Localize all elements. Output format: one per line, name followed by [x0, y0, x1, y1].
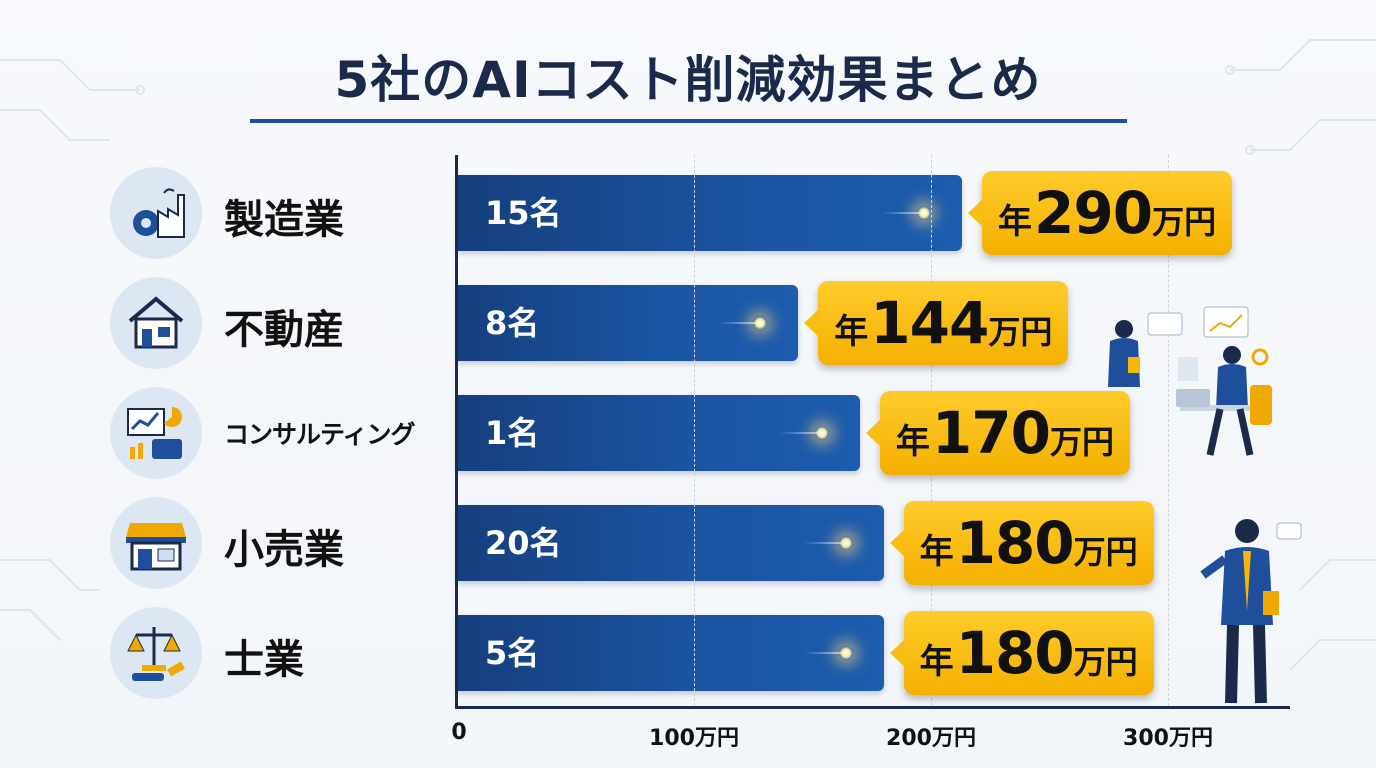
value-label: 144	[870, 289, 989, 357]
value-unit: 万円	[988, 313, 1053, 351]
glow-point	[917, 206, 931, 220]
value-callout: 年 170 万円	[865, 391, 1130, 475]
value-label: 180	[955, 509, 1075, 577]
x-tick-label: 100万円	[649, 726, 739, 751]
office-worker-illustration	[1108, 306, 1272, 456]
x-tick-label: 200万円	[886, 726, 976, 751]
gridline	[1168, 155, 1169, 706]
value-unit: 万円	[1073, 533, 1138, 571]
house-icon	[110, 277, 202, 369]
presenter-illustration	[1200, 519, 1302, 704]
value-prefix: 年	[998, 202, 1032, 242]
title-underline	[250, 119, 1127, 123]
value-unit: 万円	[1152, 203, 1217, 241]
glow-point	[838, 646, 853, 660]
chart-briefcase-icon	[110, 387, 202, 479]
y-axis-line	[455, 155, 458, 708]
bar-label: 20名	[485, 524, 562, 562]
category-label: 製造業	[224, 197, 344, 243]
glow-line	[779, 432, 824, 434]
value-label: 180	[955, 619, 1075, 687]
value-callout: 年 290 万円	[967, 171, 1233, 255]
scales-gavel-icon	[110, 607, 202, 699]
bar: 15名	[457, 175, 962, 251]
shop-icon	[110, 497, 202, 589]
glow-point	[753, 316, 768, 330]
bar-label: 1名	[485, 414, 540, 452]
value-prefix: 年	[919, 532, 954, 572]
x-axis-line	[455, 706, 1290, 709]
bar-label: 15名	[485, 194, 562, 232]
glow-line	[882, 212, 926, 214]
glow-line	[803, 542, 848, 544]
value-prefix: 年	[919, 642, 954, 682]
glow-line	[803, 652, 848, 654]
value-callout: 年 180 万円	[889, 611, 1154, 695]
value-unit: 万円	[1073, 643, 1138, 681]
glow-line	[718, 322, 763, 324]
bar-label: 5名	[485, 634, 540, 672]
glow-point	[838, 536, 853, 550]
value-callout: 年 144 万円	[804, 281, 1069, 365]
glow-point	[814, 426, 829, 440]
bar-label: 8名	[485, 304, 540, 342]
bar: 1名	[457, 395, 860, 471]
bar: 5名	[457, 615, 884, 691]
value-prefix: 年	[895, 422, 930, 462]
value-prefix: 年	[834, 312, 869, 352]
value-label: 290	[1034, 179, 1153, 247]
category-label: 小売業	[224, 527, 344, 573]
bar: 20名	[457, 505, 884, 581]
x-tick-label: 0	[451, 720, 467, 745]
value-unit: 万円	[1049, 423, 1114, 461]
value-callout: 年 180 万円	[889, 501, 1154, 585]
x-tick-label: 300万円	[1123, 726, 1213, 751]
category-label: 士業	[224, 637, 304, 683]
gridline	[694, 155, 695, 706]
category-label: コンサルティング	[224, 420, 416, 449]
category-label: 不動産	[224, 307, 344, 353]
value-label: 170	[931, 399, 1051, 467]
chart-title: 5社のAIコスト削減効果まとめ	[334, 51, 1042, 109]
factory-gear-icon	[110, 167, 202, 259]
bar: 8名	[457, 285, 799, 361]
